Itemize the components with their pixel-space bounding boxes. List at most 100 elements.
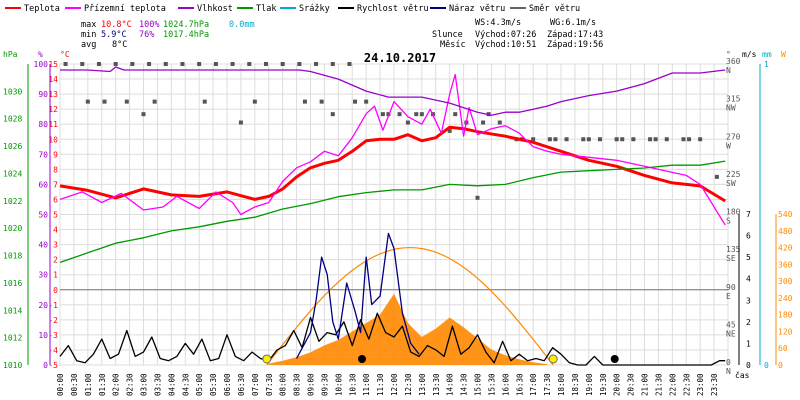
moonset-marker xyxy=(610,355,619,363)
x-tick-label: 08:00 xyxy=(279,373,288,396)
tick-label-wind-dir: 135 xyxy=(726,245,741,254)
wind-direction-point xyxy=(586,137,591,142)
wind-direction-point xyxy=(419,112,424,117)
x-tick-label: 06:00 xyxy=(223,373,232,396)
wind-direction-point xyxy=(80,62,85,66)
tick-label-temp: -2 xyxy=(48,316,58,325)
tick-label-press: 1028 xyxy=(3,115,22,124)
tick-label-solar: 480 xyxy=(778,227,793,236)
tick-label-hum: 100 xyxy=(34,60,49,69)
wind-direction-point xyxy=(405,120,410,125)
wind-direction-point xyxy=(96,62,101,66)
tick-label-temp: 0 xyxy=(53,286,58,295)
x-tick-label: 20:30 xyxy=(627,373,636,396)
tick-label-press: 1022 xyxy=(3,197,22,206)
legend-label: Rychlost větru xyxy=(357,4,429,14)
x-tick-label: 04:00 xyxy=(167,373,176,396)
wind-direction-point xyxy=(247,62,252,66)
x-tick-label: 03:00 xyxy=(140,373,149,396)
tick-label-press: 1018 xyxy=(3,252,22,261)
tick-label-wind-dir: 90 xyxy=(726,283,736,292)
x-tick-label: 12:00 xyxy=(390,373,399,396)
axis-label-hum: % xyxy=(38,50,43,59)
tick-label-wind-speed: 4 xyxy=(746,275,751,284)
tick-label-hum: 70 xyxy=(38,150,48,159)
tick-label-temp: 8 xyxy=(53,165,58,174)
series-line-1 xyxy=(59,73,726,226)
series-line-0 xyxy=(59,125,726,203)
tick-label-temp: 9 xyxy=(53,150,58,159)
tick-label-compass: S xyxy=(726,217,731,226)
axis-label-rain: mm xyxy=(762,50,772,59)
x-tick-label: 00:00 xyxy=(56,373,65,396)
x-tick-label: 02:30 xyxy=(126,373,135,396)
wind-direction-point xyxy=(698,137,703,142)
tick-label-temp: 13 xyxy=(48,90,58,99)
series-line-2 xyxy=(60,66,726,116)
wind-direction-point xyxy=(252,99,257,104)
x-tick-label: 10:00 xyxy=(334,373,343,396)
tick-label-press: 1026 xyxy=(3,142,22,151)
tick-label-wind-speed: 5 xyxy=(746,253,751,262)
x-tick-label: 16:00 xyxy=(501,373,510,396)
wind-direction-point xyxy=(564,137,569,142)
wind-direction-point xyxy=(364,99,369,104)
sunset-marker xyxy=(548,354,558,364)
wind-direction-point xyxy=(475,195,480,200)
tick-label-compass: W xyxy=(726,141,731,150)
wind-direction-point xyxy=(197,62,202,66)
series-line-4 xyxy=(59,312,726,366)
x-tick-label: 05:30 xyxy=(209,373,218,396)
tick-label-temp: 4 xyxy=(53,226,58,235)
wind-direction-point xyxy=(453,112,458,117)
wind-direction-point xyxy=(664,137,669,142)
x-tick-label: 06:30 xyxy=(237,373,246,396)
stat-min-temp: 5.9°C xyxy=(101,30,127,40)
moonrise-marker xyxy=(357,355,366,363)
wind-direction-point xyxy=(102,99,107,104)
tick-label-hum: 60 xyxy=(38,180,48,189)
wind-direction-point xyxy=(180,62,185,66)
tick-label-temp: 2 xyxy=(53,256,58,265)
wind-direction-point xyxy=(280,62,285,66)
x-tick-label: 09:30 xyxy=(320,373,329,396)
wind-direction-point xyxy=(263,62,268,66)
x-tick-label: 01:00 xyxy=(84,373,93,396)
tick-label-wind-speed: 0 xyxy=(746,361,751,370)
tick-label-hum: 40 xyxy=(38,241,48,250)
axis-label-solar: W xyxy=(781,50,786,59)
solar-area xyxy=(268,293,548,365)
x-tick-label: 03:30 xyxy=(153,373,162,396)
sunrise-marker xyxy=(262,354,272,364)
tick-label-temp: -3 xyxy=(48,331,58,340)
tick-label-hum: 90 xyxy=(38,90,48,99)
x-tick-label: 02:00 xyxy=(112,373,121,396)
wind-direction-point xyxy=(648,137,653,142)
x-tick-label: 13:00 xyxy=(418,373,427,396)
tick-label-wind-dir: 315 xyxy=(726,95,741,104)
tick-label-wind-speed: 7 xyxy=(746,210,751,219)
x-tick-label: 20:00 xyxy=(613,373,622,396)
stat-max-press: 1024.7hPa xyxy=(163,20,209,30)
wind-direction-point xyxy=(653,137,658,142)
wind-direction-point xyxy=(141,112,146,117)
wind-direction-point xyxy=(681,137,686,142)
wind-direction-point xyxy=(620,137,625,142)
series-line-3 xyxy=(59,160,726,264)
series-line-5 xyxy=(296,232,420,359)
x-tick-label: 13:30 xyxy=(432,373,441,396)
x-tick-label: 15:30 xyxy=(487,373,496,396)
x-tick-label: 12:30 xyxy=(404,373,413,396)
tick-label-compass: SE xyxy=(726,254,736,263)
wind-direction-point xyxy=(497,120,502,125)
tick-label-hum: 50 xyxy=(38,211,48,220)
stat-max-rain: 0.0mm xyxy=(229,20,255,30)
tick-label-press: 1024 xyxy=(3,169,22,178)
tick-label-wind-dir: 0 xyxy=(726,358,731,367)
wind-direction-point xyxy=(238,120,243,125)
stat-max-temp: 10.8°C xyxy=(101,20,132,30)
stat-min-label: min xyxy=(81,30,96,40)
stat-avg-label: avg xyxy=(81,40,96,50)
tick-label-rain: 0 xyxy=(764,361,769,370)
